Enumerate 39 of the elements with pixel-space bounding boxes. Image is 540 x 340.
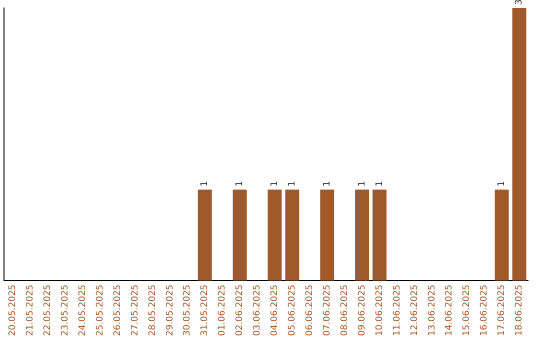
data-label: 1 (497, 180, 508, 187)
x-tick-label: 30.05.2025 (182, 284, 193, 336)
x-tick-label: 28.05.2025 (148, 284, 158, 336)
data-label: 3 (514, 0, 525, 5)
x-tick-label: 20.05.2025 (8, 284, 18, 336)
x-tick-label: 03.06.2025 (252, 284, 263, 336)
data-label: 1 (322, 180, 332, 187)
x-tick-label: 02.06.2025 (235, 284, 246, 336)
x-tick-label: 11.06.2025 (392, 284, 402, 336)
x-tick-label: 08.06.2025 (340, 284, 350, 336)
data-label: 1 (288, 180, 298, 187)
x-tick-label: 22.05.2025 (43, 284, 54, 336)
x-tick-label: 27.05.2025 (130, 284, 140, 336)
x-tick-label: 17.06.2025 (497, 284, 508, 336)
data-label: 1 (235, 180, 246, 187)
x-tick-label: 21.05.2025 (26, 284, 36, 336)
x-tick-label: 26.05.2025 (112, 284, 123, 336)
x-tick-label: 16.06.2025 (480, 284, 490, 336)
x-tick-label: 25.05.2025 (95, 284, 106, 336)
x-tick-label: 01.06.2025 (218, 284, 228, 336)
x-tick-label: 06.06.2025 (305, 284, 316, 336)
x-tick-label: 15.06.2025 (462, 284, 472, 336)
data-label: 1 (270, 180, 280, 187)
x-tick-label: 07.06.2025 (322, 284, 332, 336)
x-tick-label: 10.06.2025 (374, 284, 385, 336)
x-tick-label: 18.06.2025 (514, 284, 525, 336)
data-label: 1 (374, 180, 385, 187)
data-label: 1 (357, 180, 368, 187)
x-tick-label: 13.06.2025 (427, 284, 438, 336)
x-tick-label: 29.05.2025 (165, 284, 176, 336)
x-tick-label: 24.05.2025 (78, 284, 88, 336)
x-tick-label: 04.06.2025 (270, 284, 280, 336)
x-tick-label: 31.05.2025 (200, 284, 210, 336)
x-tick-label: 23.05.2025 (60, 284, 70, 336)
x-tick-label: 05.06.2025 (288, 284, 298, 336)
x-tick-label: 14.06.2025 (444, 284, 455, 336)
data-label: 1 (200, 180, 210, 187)
x-tick-label: 09.06.2025 (357, 284, 368, 336)
x-tick-label: 12.06.2025 (410, 284, 420, 336)
